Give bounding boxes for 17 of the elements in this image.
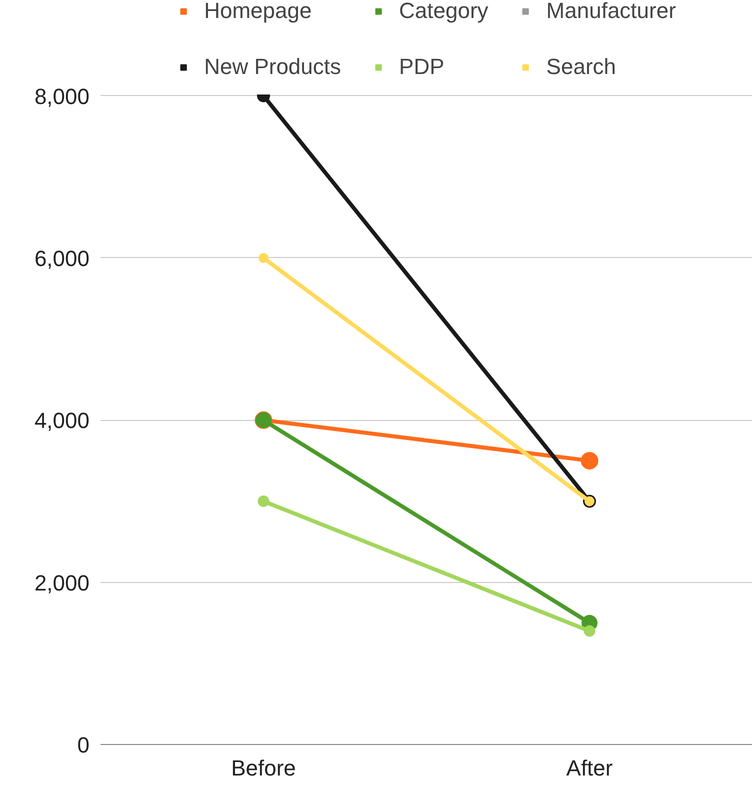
legend-label: Category <box>399 0 488 24</box>
point <box>584 625 596 637</box>
legend-label: Manufacturer <box>546 0 676 24</box>
y-tick-label: 2,000 <box>34 570 90 596</box>
legend-label: Search <box>546 54 616 80</box>
y-tick-label: 4,000 <box>34 408 90 434</box>
point <box>580 452 598 470</box>
point <box>258 252 268 263</box>
y-tick-label: 6,000 <box>34 246 90 271</box>
legend-label: New Products <box>204 54 342 80</box>
point <box>258 495 270 507</box>
y-tick-label: 8,000 <box>34 84 90 109</box>
x-tick-label: Before <box>231 756 296 780</box>
y-tick-label: 0 <box>77 732 90 758</box>
legend-label: Homepage <box>204 0 312 24</box>
x-tick-label: After <box>566 756 613 780</box>
legend-label: PDP <box>399 54 444 80</box>
